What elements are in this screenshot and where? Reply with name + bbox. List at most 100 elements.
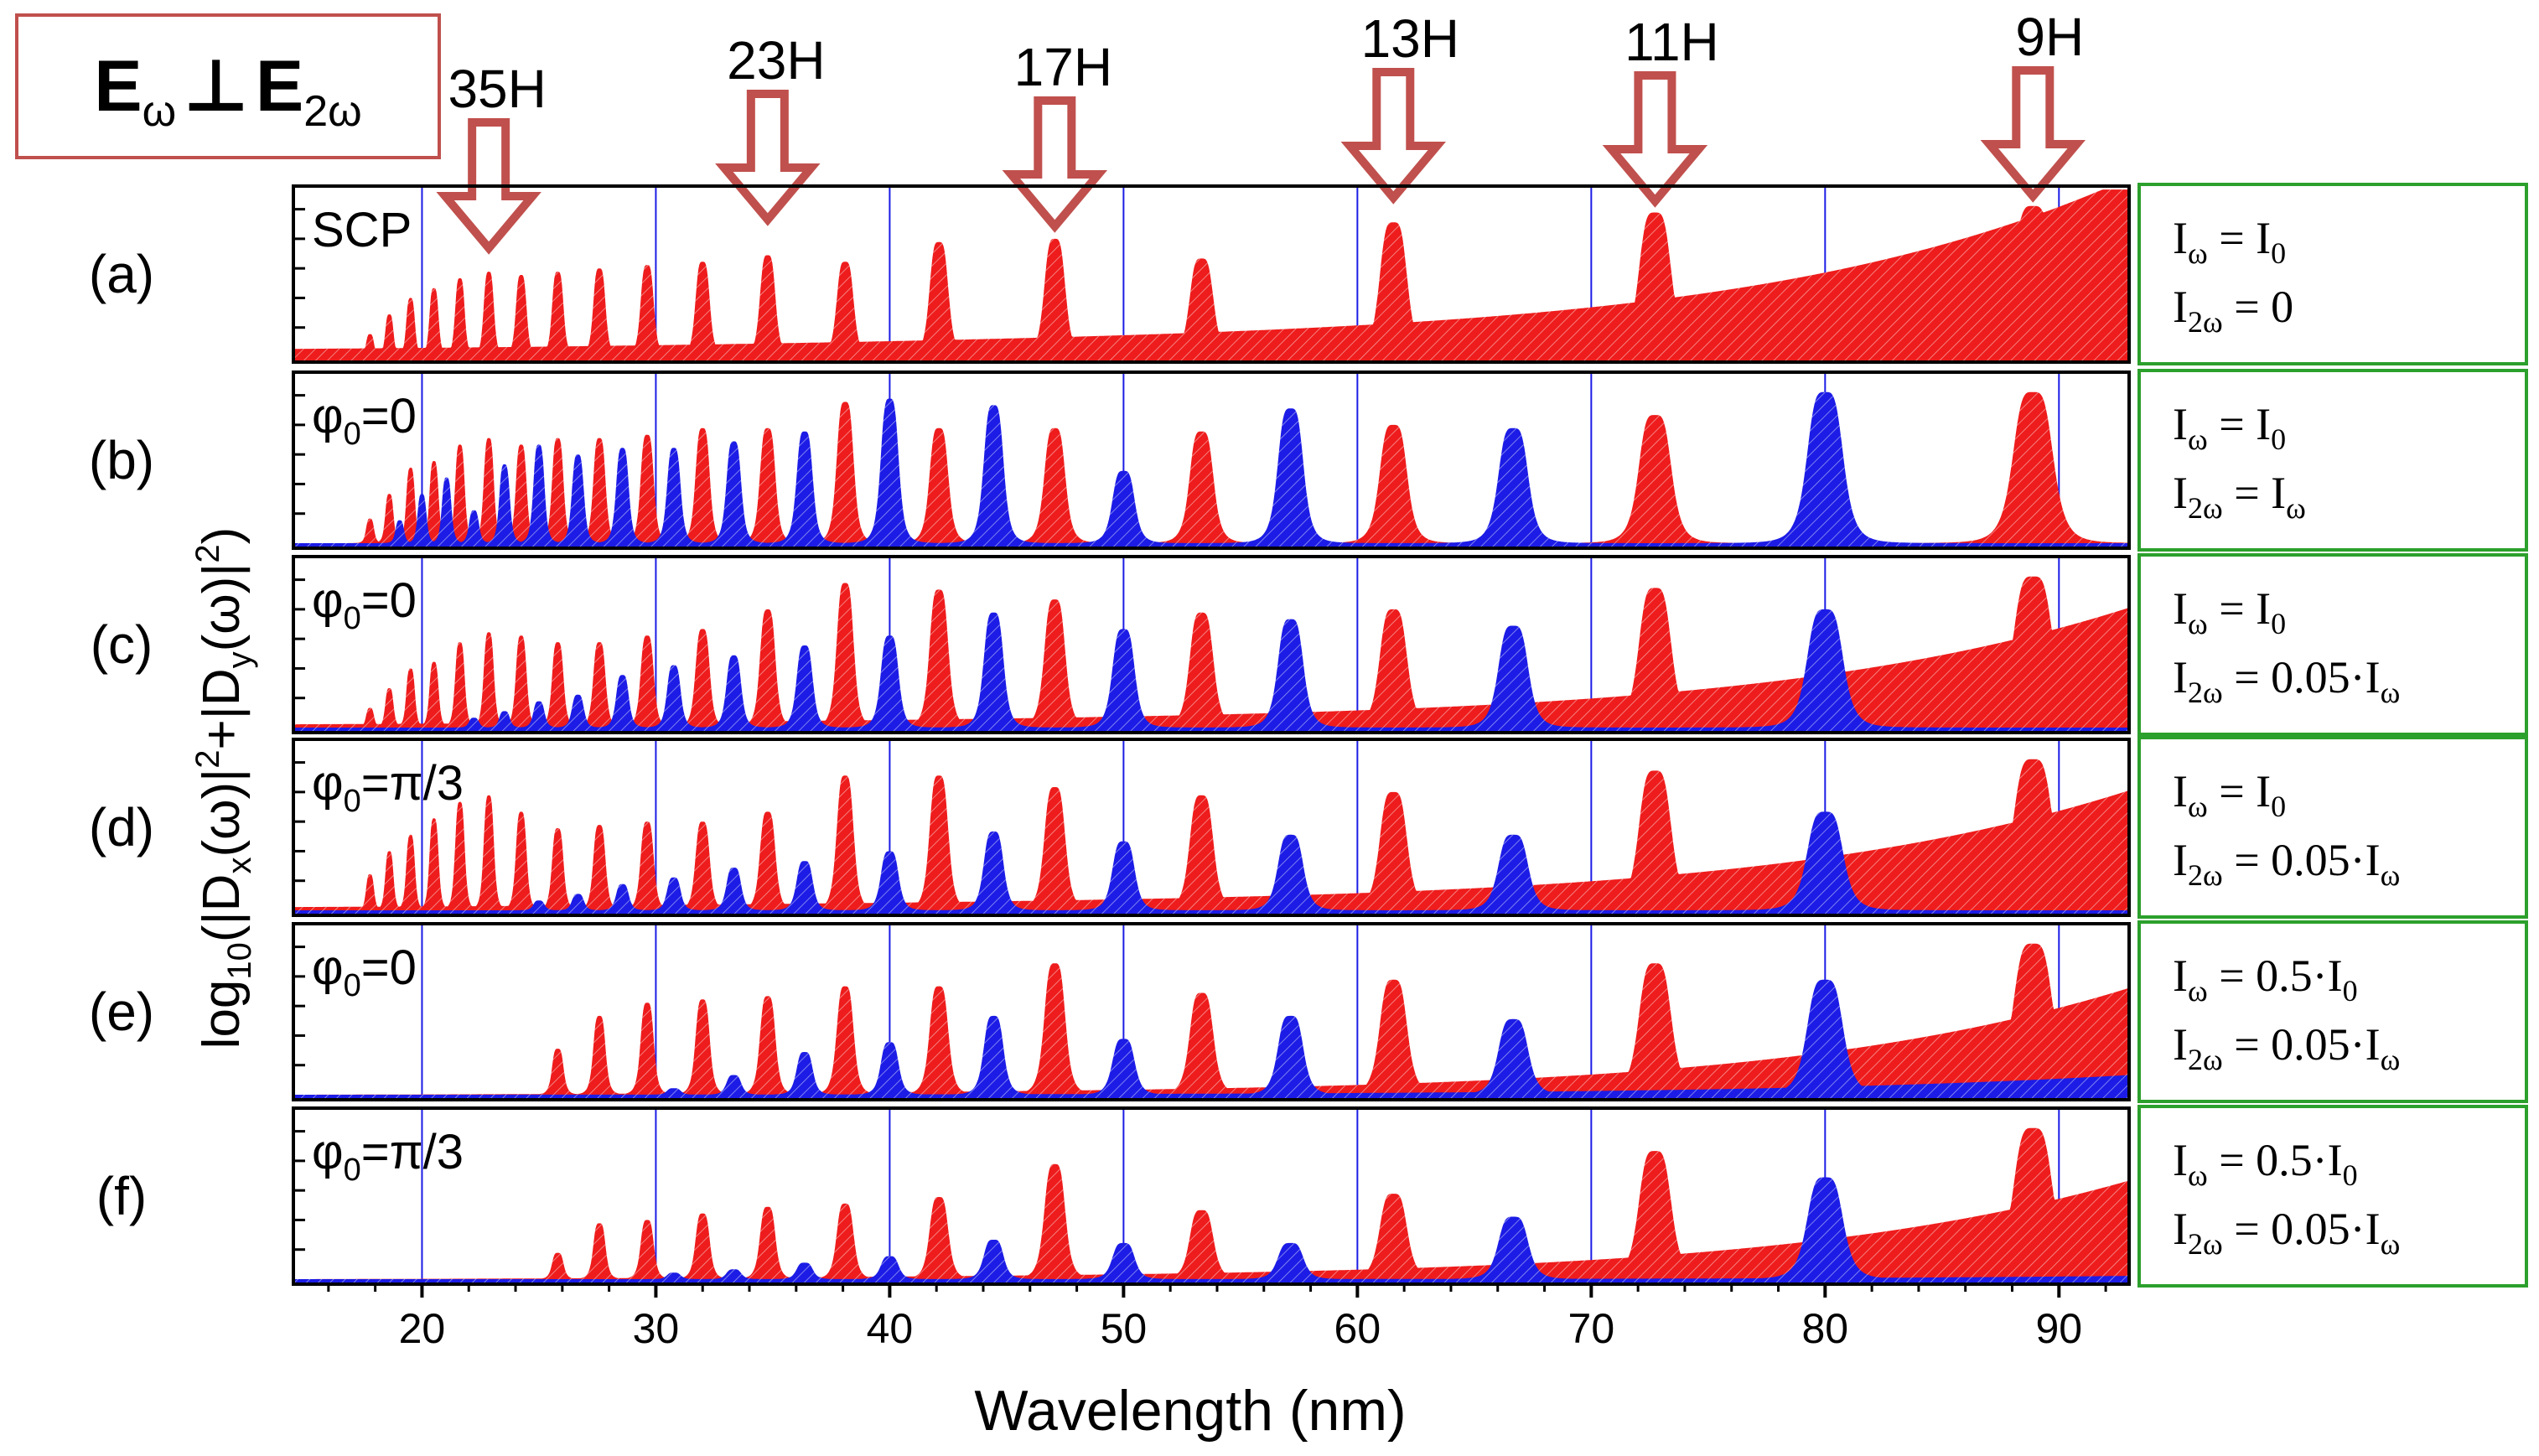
title-omega: ω (142, 87, 177, 136)
panel-tag: φ0=0 (312, 573, 417, 636)
panel-label: (e) (89, 982, 154, 1042)
title-2omega: 2ω (303, 87, 362, 136)
parameter-line: Iω = I0 (2173, 213, 2286, 270)
parameter-box-frame (2137, 183, 2528, 365)
parameter-box: Iω = I0 I2ω = Iω (2137, 369, 2528, 552)
parameter-line: I2ω = Iω (2173, 468, 2306, 525)
panel-label: (f) (96, 1166, 147, 1226)
panel-2: (b) φ0=0 Iω = I0 I2ω = Iω (89, 369, 2528, 552)
harmonic-label: 13H (1361, 8, 1459, 69)
parameter-line: I2ω = 0.05·Iω (2173, 652, 2400, 709)
panel-frame (292, 1106, 2131, 1286)
parameter-line: I2ω = 0.05·Iω (2173, 1204, 2400, 1261)
panel-tag: SCP (312, 203, 412, 257)
polarization-title-box: Eω⊥E2ω (15, 13, 441, 159)
parameter-box: Iω = I0 I2ω = 0.05·Iω (2137, 553, 2528, 736)
harmonic-label: 23H (727, 30, 825, 91)
parameter-line: Iω = 0.5·I0 (2173, 951, 2358, 1008)
arrow-23H: 23H (715, 30, 826, 226)
parameter-line: Iω = 0.5·I0 (2173, 1135, 2358, 1192)
x-tick-label: 40 (867, 1305, 914, 1352)
y-axis-label: log10(|Dx(ω)|2+|Dy(ω)|2) (189, 527, 258, 1049)
ylabel-y: y (221, 651, 258, 668)
series-odd-hatch (293, 391, 2129, 548)
panel-label: (a) (89, 244, 154, 304)
x-tick-label: 80 (1802, 1305, 1849, 1352)
x-axis-label: Wavelength (nm) (974, 1379, 1406, 1443)
x-tick-label: 90 (2035, 1305, 2082, 1352)
parameter-box-frame (2137, 369, 2528, 552)
harmonic-arrows: 35H 23H 17H 13H 11H 9H (436, 7, 2086, 255)
series-even-hatch (293, 979, 2129, 1100)
title-e1: E (94, 46, 142, 127)
harmonic-label: 17H (1014, 37, 1112, 97)
parameter-box: Iω = 0.5·I0 I2ω = 0.05·Iω (2137, 920, 2528, 1103)
title-e2: E (256, 46, 303, 127)
down-arrow-icon (1602, 71, 1708, 208)
spectrum-panels: (a) SCP Iω = I0 I2ω = 0 (b) φ0=0 Iω = I0 I2ω = … (89, 183, 2528, 1288)
x-tick-label: 20 (399, 1305, 446, 1352)
series-odd-hatch (293, 759, 2129, 915)
panel-frame (292, 370, 2131, 550)
parameter-line: I2ω = 0.05·Iω (2173, 835, 2400, 892)
x-axis: 20 30 40 50 60 70 80 90 (327, 1284, 2107, 1352)
parameter-box-frame (2137, 920, 2528, 1103)
parameter-box: Iω = I0 I2ω = 0.05·Iω (2137, 736, 2528, 919)
ylabel-prefix: log (193, 980, 251, 1049)
panel-3: (c) φ0=0 Iω = I0 I2ω = 0.05·Iω (91, 553, 2528, 736)
arrow-13H: 13H (1340, 8, 1459, 205)
panel-5: (e) φ0=0 Iω = 0.5·I0 I2ω = 0.05·Iω (89, 920, 2528, 1103)
ylabel-sq: 2 (189, 749, 226, 768)
series-odd-hatch (293, 576, 2129, 733)
arrow-17H: 17H (1002, 37, 1112, 233)
parameter-line: I2ω = 0 (2173, 282, 2293, 339)
panel-label: (d) (89, 797, 154, 858)
x-tick-label: 30 (633, 1305, 680, 1352)
arrow-9H: 9H (1980, 7, 2086, 203)
panel-frame (292, 184, 2131, 364)
series-odd-hatch (293, 189, 2129, 362)
arrow-11H: 11H (1602, 12, 1719, 208)
parameter-line: Iω = I0 (2173, 583, 2286, 640)
ylabel-open: (|D (193, 874, 251, 943)
ylabel-plus: +|D (193, 668, 251, 749)
ylabel-x: x (221, 858, 258, 874)
panel-4: (d) φ0=π/3 Iω = I0 I2ω = 0.05·Iω (89, 736, 2528, 919)
panel-tag: φ0=0 (312, 389, 417, 452)
down-arrow-icon (715, 90, 821, 226)
ylabel-end: ) (193, 527, 251, 545)
ylabel-base: 10 (221, 942, 258, 980)
parameter-box-frame (2137, 1105, 2528, 1288)
parameter-box-frame (2137, 736, 2528, 919)
x-tick-label: 60 (1334, 1305, 1381, 1352)
harmonic-label: 11H (1624, 12, 1719, 72)
series-even-hatch (293, 391, 2129, 548)
title-box-text: Eω⊥E2ω (94, 46, 362, 136)
parameter-line: Iω = I0 (2173, 399, 2286, 456)
series-odd-hatch (293, 1127, 2129, 1284)
down-arrow-icon (1002, 96, 1108, 233)
harmonic-label: 35H (448, 59, 546, 119)
ylabel-sq2: 2 (189, 544, 226, 562)
panel-frame (292, 922, 2131, 1101)
series-even-hatch (293, 609, 2129, 733)
parameter-box-frame (2137, 553, 2528, 736)
panel-6: (f) φ0=π/3 Iω = 0.5·I0 I2ω = 0.05·Iω (96, 1105, 2528, 1288)
panel-label: (b) (89, 430, 154, 490)
panel-label: (c) (91, 614, 153, 675)
down-arrow-icon (1340, 68, 1446, 205)
x-tick-label: 50 (1101, 1305, 1148, 1352)
arrow-35H: 35H (436, 59, 547, 255)
panel-tag: φ0=0 (312, 940, 417, 1003)
series-odd-hatch (293, 943, 2129, 1100)
parameter-line: Iω = I0 (2173, 766, 2286, 823)
ylabel-mid: (ω)| (193, 769, 251, 858)
title-box-frame (15, 13, 441, 159)
title-perp: ⊥ (183, 46, 249, 127)
parameter-line: I2ω = 0.05·Iω (2173, 1019, 2400, 1076)
panel-frame (292, 555, 2131, 734)
panel-tag: φ0=π/3 (312, 756, 464, 819)
x-tick-label: 70 (1568, 1305, 1615, 1352)
down-arrow-icon (1980, 66, 2086, 203)
